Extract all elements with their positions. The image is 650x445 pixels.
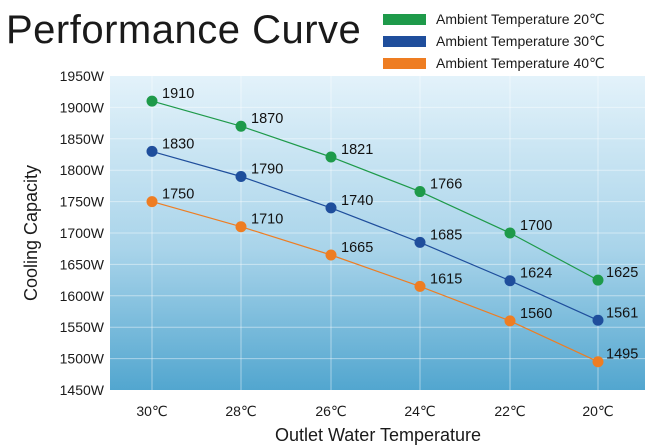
legend-swatch [383,35,426,47]
y-tick-label: 1700W [60,225,105,241]
data-point [592,314,604,326]
legend-swatch [383,13,426,25]
x-axis-title: Outlet Water Temperature [275,425,481,445]
data-point [146,95,158,107]
data-point [414,280,426,292]
y-tick-label: 1900W [60,99,105,115]
legend-item: Ambient Temperature 40℃ [383,52,605,74]
legend: Ambient Temperature 20℃ Ambient Temperat… [383,8,605,74]
data-label: 1561 [606,305,638,321]
data-point [414,236,426,248]
y-axis-title: Cooling Capacity [21,165,41,301]
data-label: 1910 [162,86,194,102]
y-tick-label: 1650W [60,256,105,272]
y-tick-label: 1750W [60,194,105,210]
data-point [325,202,337,214]
data-label: 1685 [430,227,462,243]
data-point [146,145,158,157]
legend-swatch [383,57,426,69]
data-label: 1625 [606,265,638,281]
data-label: 1710 [251,212,283,228]
data-label: 1560 [520,306,552,322]
data-label: 1665 [341,240,373,256]
data-point [235,221,247,233]
data-point [325,151,337,163]
data-point [235,170,247,182]
y-tick-label: 1600W [60,288,105,304]
data-label: 1750 [162,187,194,203]
x-tick-label: 26℃ [315,403,346,419]
data-label: 1821 [341,142,373,158]
data-point [592,356,604,368]
data-point [504,275,516,287]
data-point [325,249,337,261]
data-point [146,196,158,208]
y-tick-label: 1550W [60,319,105,335]
x-tick-label: 20℃ [582,403,613,419]
data-label: 1700 [520,218,552,234]
legend-item: Ambient Temperature 30℃ [383,30,605,52]
y-tick-label: 1850W [60,131,105,147]
data-label: 1740 [341,193,373,209]
series-line [151,201,599,363]
y-tick-label: 1450W [60,382,105,398]
data-label: 1615 [430,271,462,287]
data-point [592,274,604,286]
data-label: 1790 [251,161,283,177]
data-label: 1495 [606,347,638,363]
series-line [151,100,599,281]
x-tick-label: 22℃ [494,403,525,419]
y-tick-label: 1800W [60,162,105,178]
data-point [504,227,516,239]
plot-area [110,76,645,390]
legend-label: Ambient Temperature 20℃ [436,10,605,27]
x-tick-label: 28℃ [225,403,256,419]
legend-label: Ambient Temperature 40℃ [436,54,605,71]
data-label: 1870 [251,111,283,127]
legend-item: Ambient Temperature 20℃ [383,8,605,30]
y-tick-label: 1950W [60,68,105,84]
series-line [151,150,599,321]
data-label: 1766 [430,177,462,193]
x-tick-label: 24℃ [404,403,435,419]
y-tick-label: 1500W [60,351,105,367]
data-point [504,315,516,327]
x-tick-label: 30℃ [136,403,167,419]
data-point [235,120,247,132]
data-label: 1624 [520,266,552,282]
chart-title: Performance Curve [6,8,362,52]
data-label: 1830 [162,136,194,152]
legend-label: Ambient Temperature 30℃ [436,32,605,49]
data-point [414,186,426,198]
